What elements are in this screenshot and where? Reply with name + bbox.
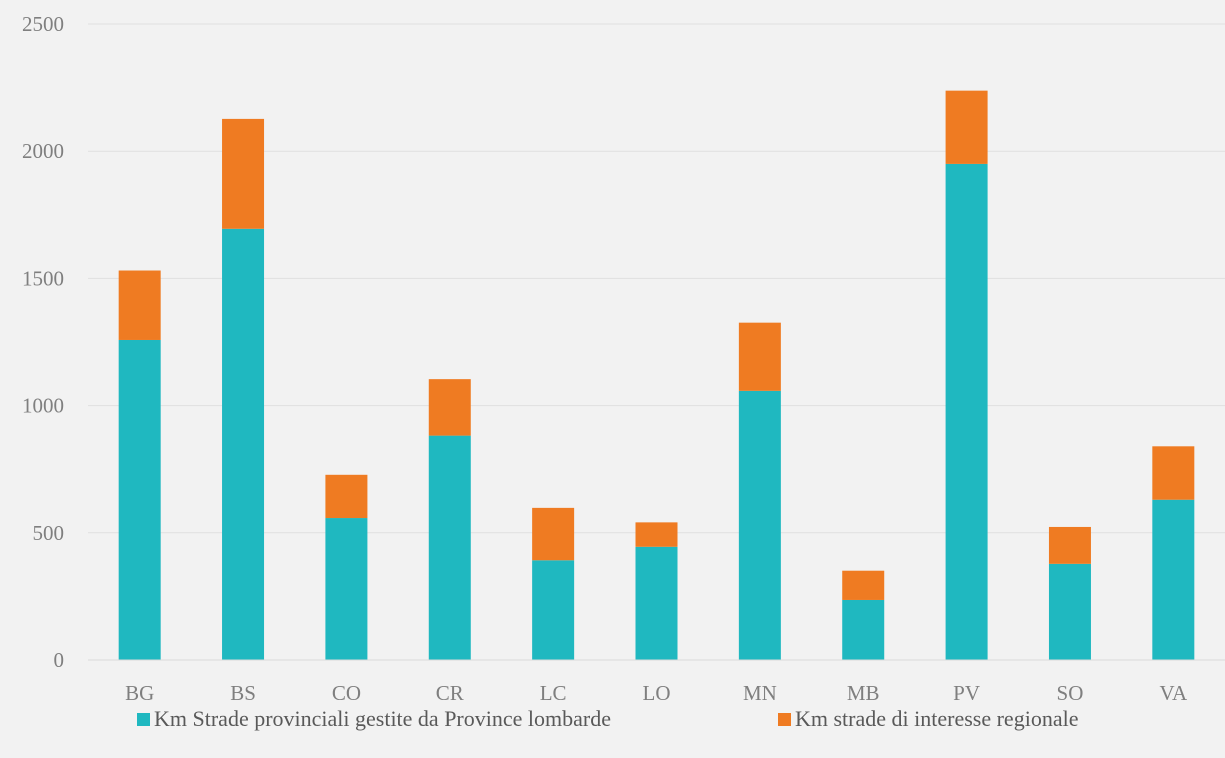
y-tick-label: 1000 [22, 394, 64, 418]
y-tick-label: 2500 [22, 12, 64, 36]
bar-segment-provincial-co [325, 518, 368, 660]
bar-segment-regional-cr [428, 379, 471, 436]
bar-segment-regional-lc [532, 507, 575, 561]
bar-segment-regional-mn [738, 322, 781, 391]
bar-segment-regional-va [1152, 446, 1195, 500]
bar-segment-provincial-bs [222, 228, 265, 661]
x-axis-ticks: BG BS CO CR LC LO MN MB PV SO VA [125, 681, 1188, 700]
bar-segment-regional-co [325, 474, 368, 519]
bar-segment-provincial-cr [428, 435, 471, 660]
bar-segment-provincial-lo [635, 546, 678, 660]
bar-segment-provincial-lc [532, 560, 575, 660]
bars [118, 90, 1195, 661]
bar-segment-regional-mb [842, 570, 885, 600]
gridlines [88, 23, 1225, 534]
y-axis-ticks: 0 500 1000 1500 2000 2500 [22, 12, 64, 672]
x-tick-label: VA [1160, 681, 1188, 700]
x-tick-label: MB [847, 681, 880, 700]
bar-segment-regional-so [1048, 526, 1091, 564]
legend-swatch-provincial [137, 712, 150, 726]
bar-segment-regional-lo [635, 522, 678, 547]
legend-label-regional: Km strade di interesse regionale [795, 706, 1079, 731]
stacked-bar-chart: 0 500 1000 1500 2000 2500 BG BS CO CR LC LO MN MB PV S… [22, 12, 1225, 700]
x-tick-label: BG [125, 681, 154, 700]
x-tick-label: PV [953, 681, 980, 700]
x-tick-label: LO [643, 681, 671, 700]
y-tick-label: 500 [33, 521, 65, 545]
bar-segment-regional-bg [118, 270, 161, 340]
y-tick-label: 0 [54, 648, 65, 672]
bar-segment-provincial-bg [118, 339, 161, 660]
legend-item-provincial: Km Strade provinciali gestite da Provinc… [137, 706, 611, 732]
y-tick-label: 2000 [22, 139, 64, 163]
x-tick-label: BS [230, 681, 256, 700]
bar-segment-regional-pv [945, 90, 988, 164]
legend-label-provincial: Km Strade provinciali gestite da Provinc… [154, 706, 611, 731]
x-tick-label: SO [1057, 681, 1084, 700]
bar-segment-regional-bs [222, 118, 265, 229]
legend-item-regional: Km strade di interesse regionale [778, 706, 1078, 732]
x-tick-label: LC [540, 681, 567, 700]
legend: Km Strade provinciali gestite da Provinc… [0, 706, 1225, 742]
x-tick-label: CO [332, 681, 361, 700]
x-tick-label: CR [436, 681, 464, 700]
legend-swatch-regional [778, 712, 791, 726]
y-tick-label: 1500 [22, 266, 64, 290]
bar-segment-provincial-mn [738, 390, 781, 660]
bar-segment-provincial-mb [842, 599, 885, 660]
bar-segment-provincial-va [1152, 499, 1195, 660]
x-tick-label: MN [743, 681, 777, 700]
bar-segment-provincial-pv [945, 163, 988, 661]
bar-segment-provincial-so [1048, 563, 1091, 660]
